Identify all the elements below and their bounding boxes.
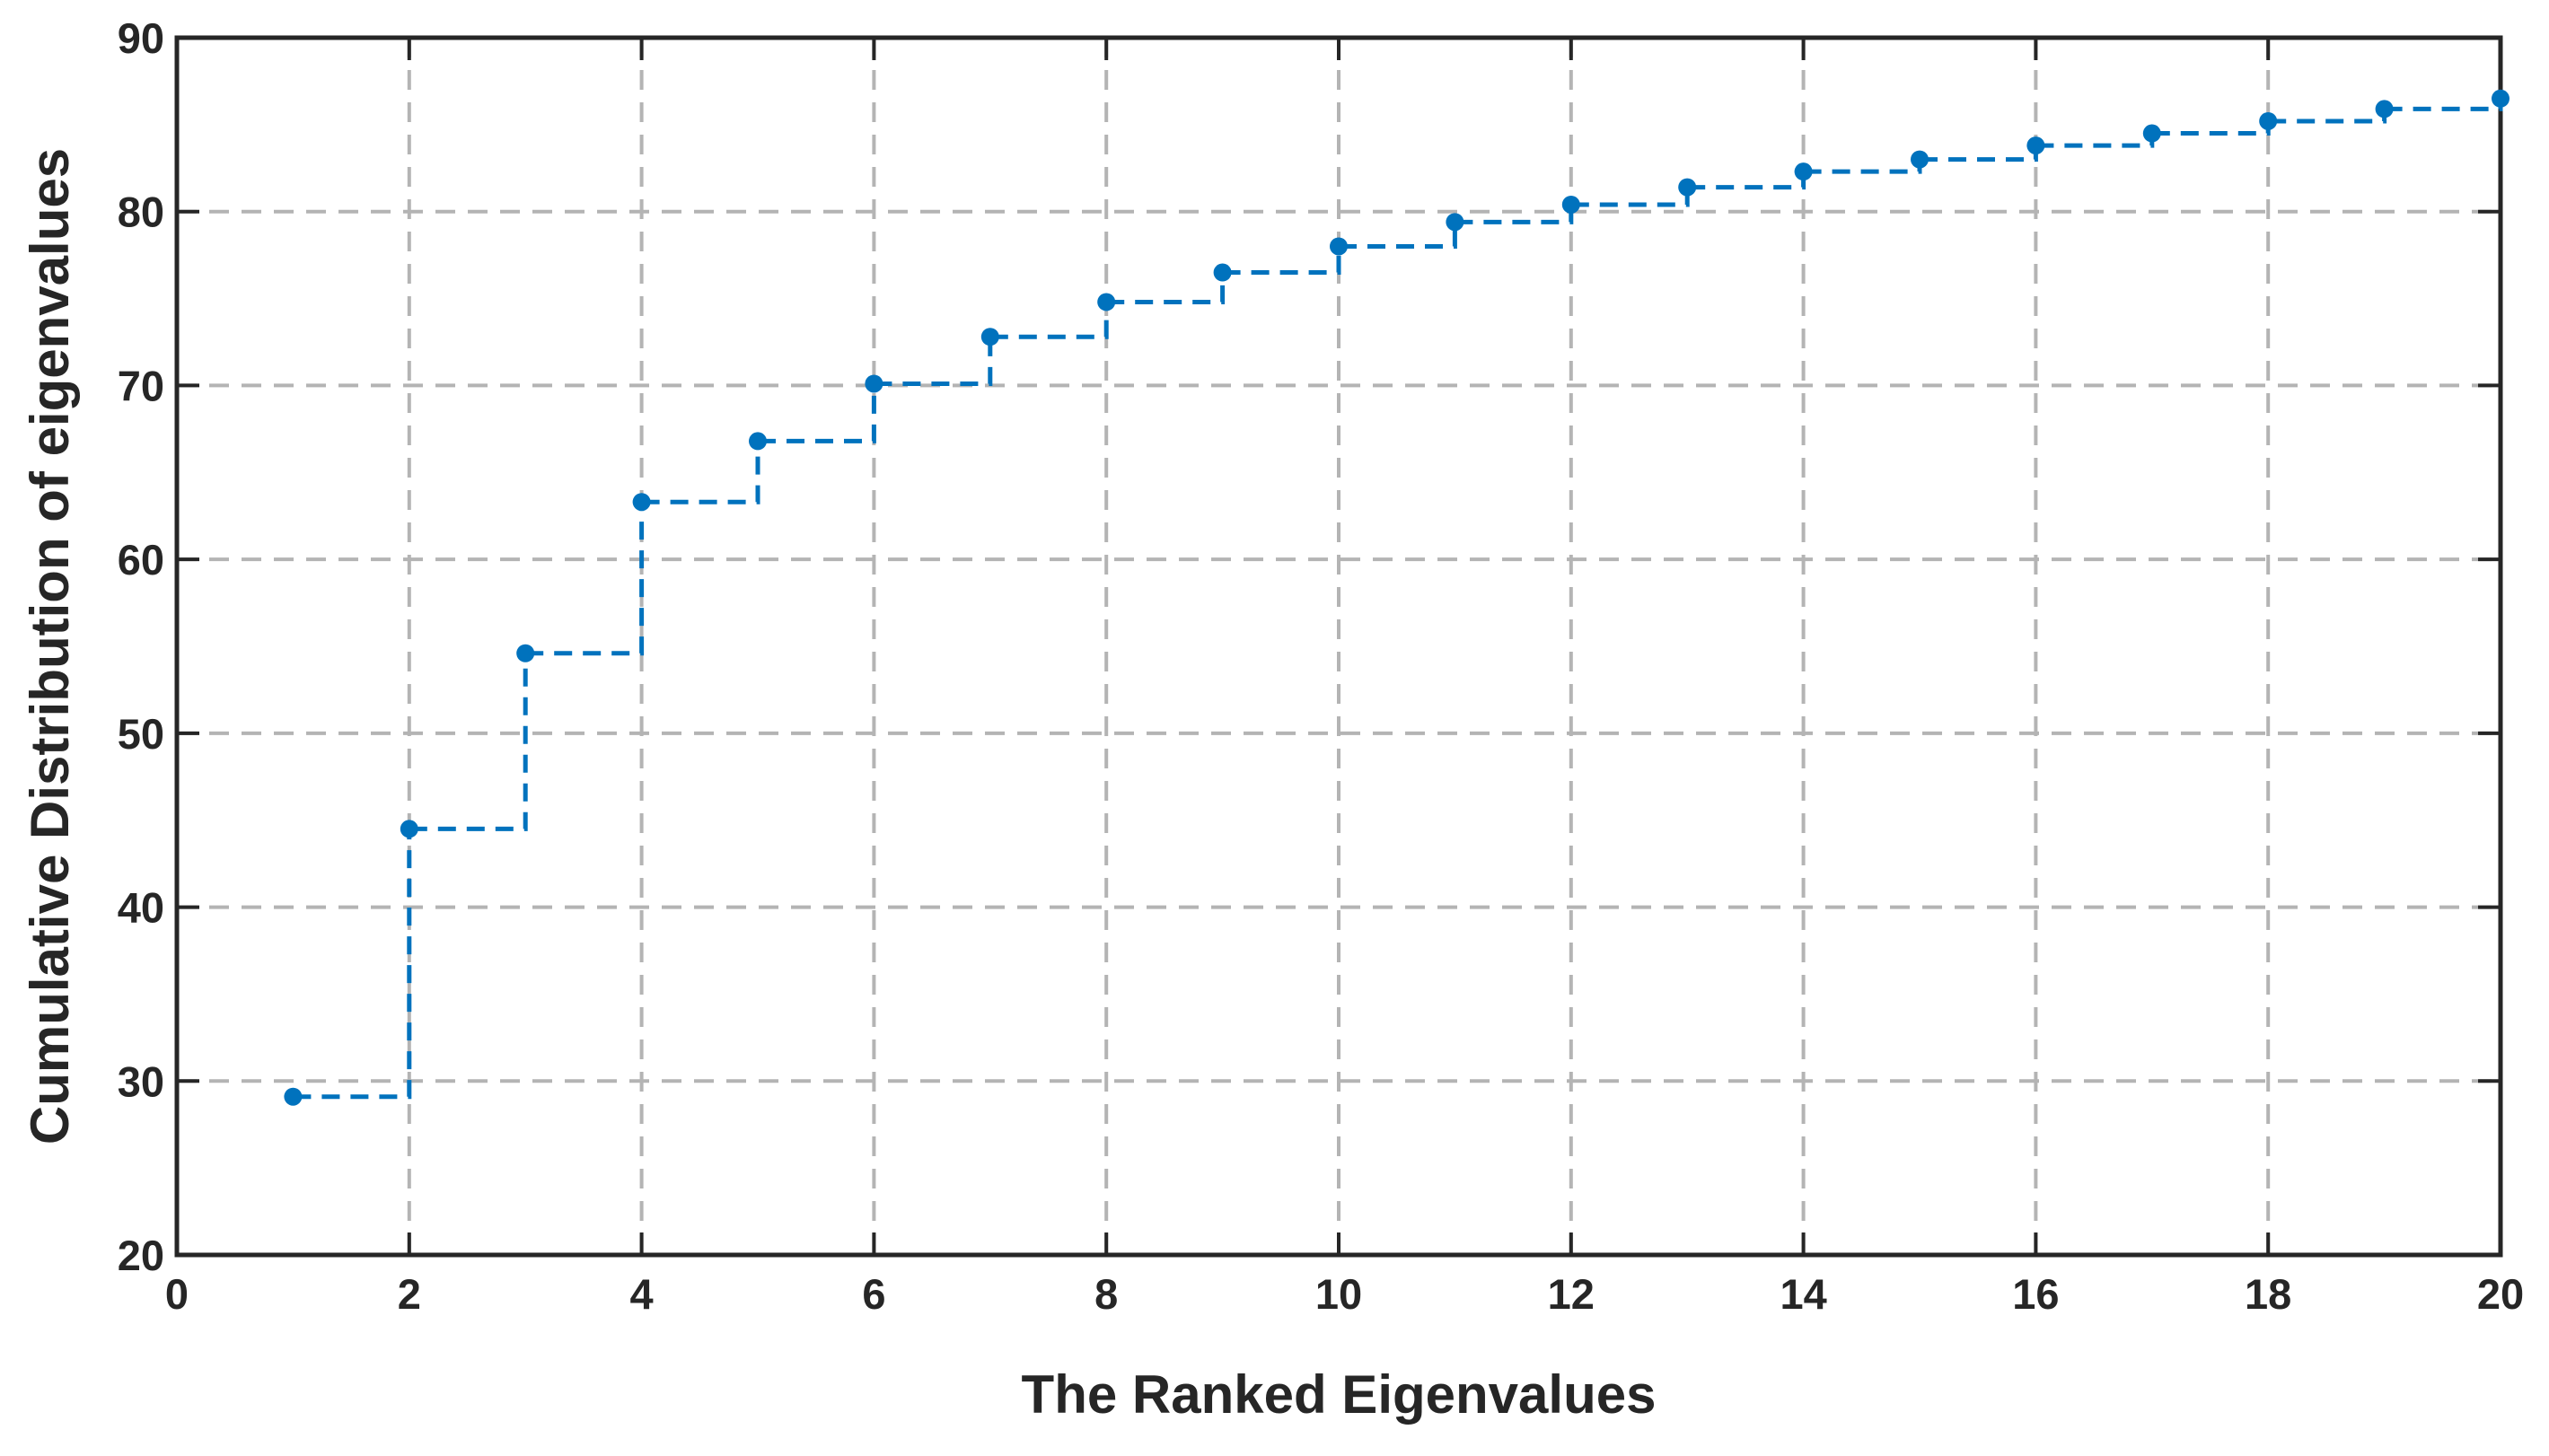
line-segment — [2151, 120, 2271, 136]
data-point — [1097, 293, 1116, 311]
line-segment — [293, 829, 412, 1100]
x-tick-label: 8 — [1094, 1270, 1118, 1318]
line-segment — [525, 502, 645, 656]
x-tick-label: 2 — [398, 1270, 421, 1318]
x-tick-label: 10 — [1315, 1270, 1362, 1318]
data-point — [2259, 111, 2278, 130]
axes-box — [174, 35, 2503, 1258]
x-tick-label: 14 — [1780, 1270, 1826, 1318]
data-point — [2375, 100, 2394, 118]
x-tick-label: 6 — [862, 1270, 885, 1318]
data-point — [1678, 178, 1697, 197]
x-tick-label: 12 — [1548, 1270, 1595, 1318]
data-point — [1911, 150, 1929, 169]
data-point — [284, 1087, 303, 1106]
x-tick-label: 16 — [2012, 1270, 2059, 1318]
y-tick-label: 40 — [118, 884, 164, 932]
y-tick-label: 70 — [118, 362, 164, 409]
data-point — [632, 493, 651, 512]
y-axis-label: Cumulative Distribution of eigenvalues — [20, 148, 80, 1145]
y-tick-label: 80 — [118, 189, 164, 236]
data-point — [1330, 237, 1348, 256]
x-tick-label: 18 — [2245, 1270, 2291, 1318]
line-segment — [2035, 133, 2155, 148]
line-segment — [1687, 171, 1806, 190]
y-tick-label: 60 — [118, 536, 164, 583]
x-tick-label: 0 — [165, 1270, 189, 1318]
y-tick-label: 20 — [118, 1232, 164, 1279]
line-segment — [758, 383, 876, 443]
y-tick-label: 90 — [118, 14, 164, 62]
line-segment — [874, 337, 993, 386]
data-point — [1446, 213, 1464, 232]
line-segment — [641, 441, 760, 504]
x-axis-label: The Ranked Eigenvalues — [1022, 1364, 1657, 1425]
data-point — [980, 328, 999, 346]
data-point — [400, 820, 418, 838]
data-point — [865, 374, 883, 393]
x-tick-label: 4 — [630, 1270, 654, 1318]
line-segment — [409, 653, 528, 831]
line-segment — [2384, 98, 2503, 111]
line-segment — [1106, 272, 1226, 304]
line-segment — [2268, 109, 2387, 124]
data-point — [1213, 263, 1232, 282]
line-segment — [1803, 159, 1922, 174]
line-segment — [1222, 246, 1341, 276]
x-tick-label: 20 — [2477, 1270, 2524, 1318]
line-segment — [989, 302, 1109, 339]
data-point — [2142, 124, 2161, 143]
line-segment — [1570, 187, 1690, 207]
line-segment — [1920, 145, 2038, 162]
line-segment — [1339, 222, 1457, 249]
y-tick-label: 50 — [118, 710, 164, 758]
data-point — [749, 432, 767, 451]
data-point — [2026, 136, 2045, 155]
data-point — [2492, 89, 2509, 108]
y-tick-label: 30 — [118, 1057, 164, 1105]
data-point — [1794, 162, 1813, 181]
data-point — [1561, 195, 1580, 214]
data-point — [516, 644, 535, 662]
